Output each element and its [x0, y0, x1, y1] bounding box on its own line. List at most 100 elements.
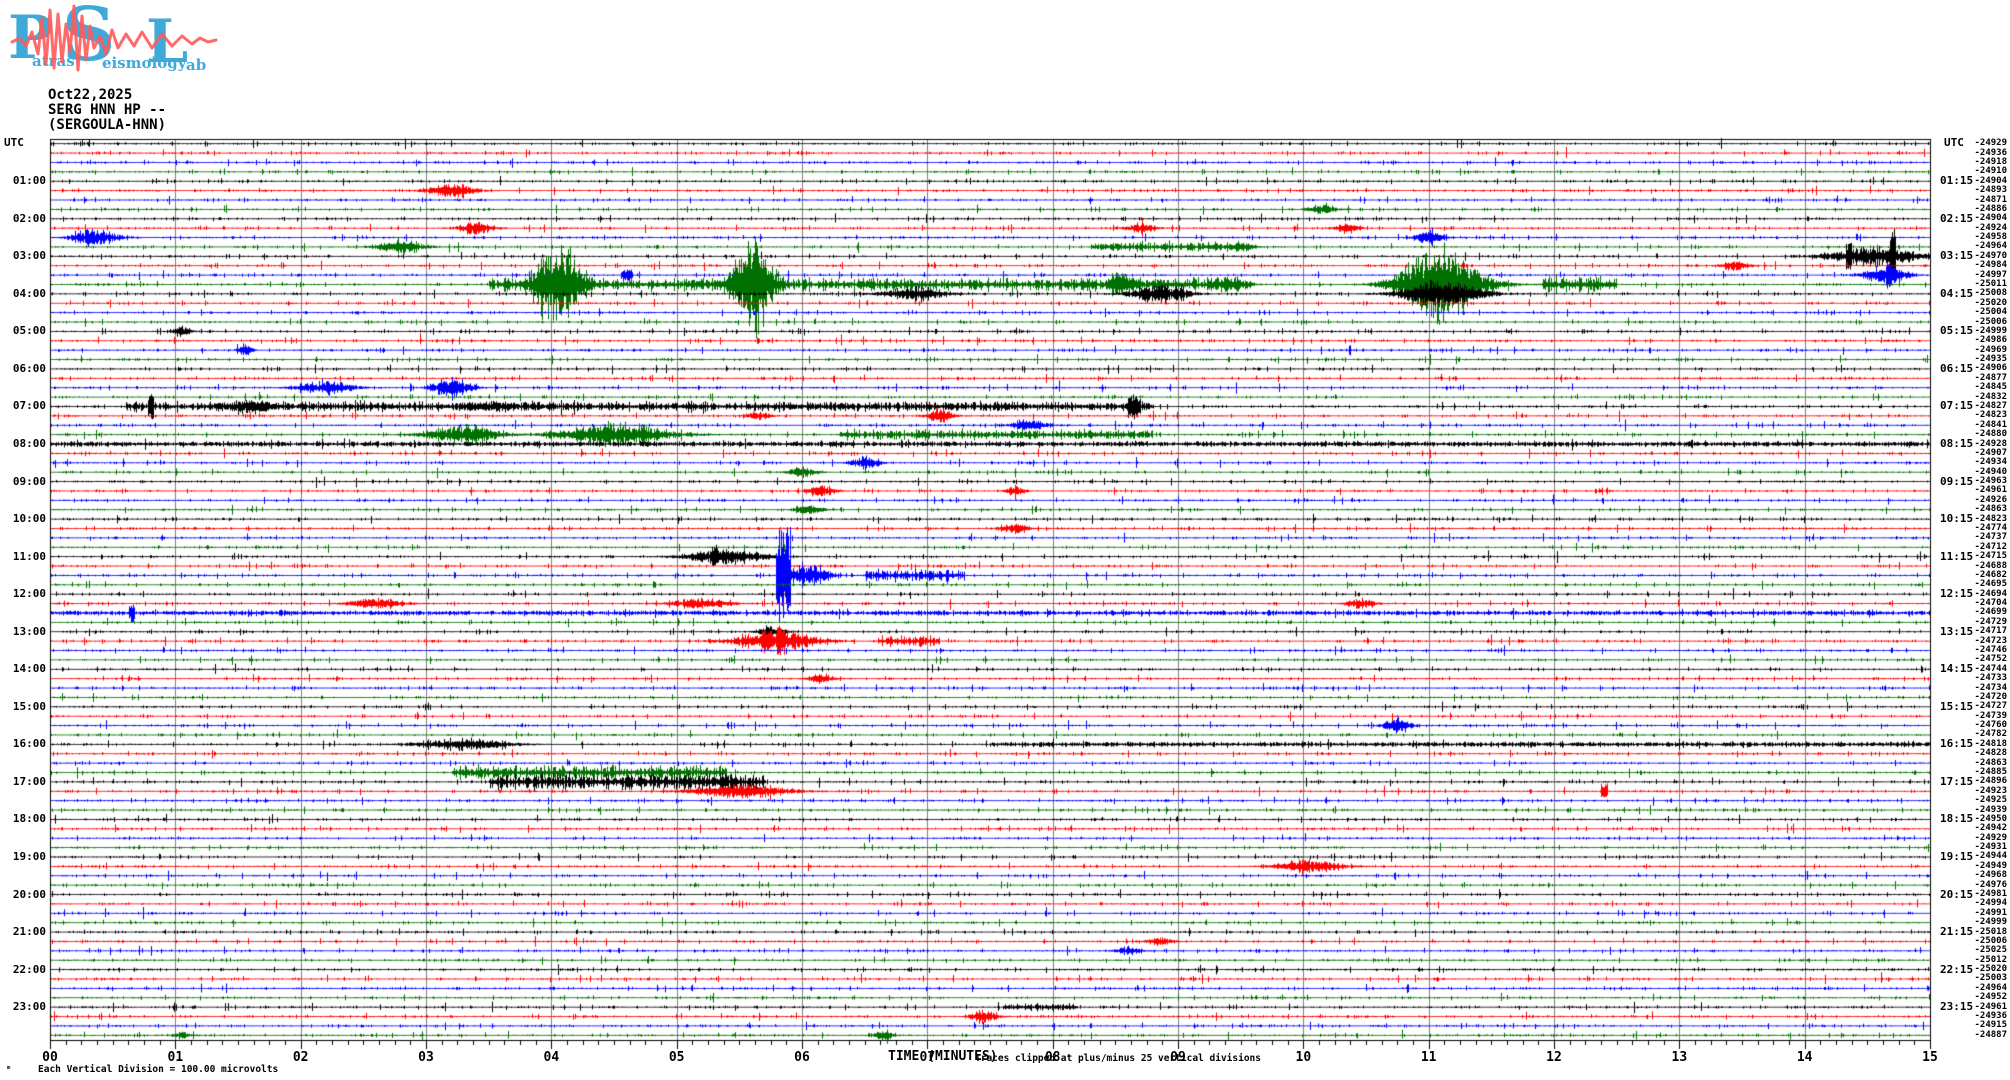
- trace-offset-value: -24981: [1974, 889, 2007, 900]
- trace-offset-value: -24963: [1974, 476, 2007, 487]
- trace-offset-value: -25006: [1974, 935, 2007, 946]
- x-tick-label: 04: [543, 1050, 560, 1065]
- trace-offset-value: -24699: [1974, 607, 2007, 618]
- trace-offset-value: -24827: [1974, 400, 2007, 411]
- trace-offset-value: -24723: [1974, 635, 2007, 646]
- trace-offset-value: -24931: [1974, 842, 2007, 853]
- trace-offset-value: -24863: [1974, 757, 2007, 768]
- hour-label: 03:00: [12, 249, 46, 263]
- hour-label: 12:00: [12, 587, 46, 601]
- trace-offset-value: -24929: [1974, 138, 2007, 149]
- trace-offset-value: -24688: [1974, 560, 2007, 571]
- trace-offset-value: -24774: [1974, 522, 2007, 533]
- trace-offset-value: -24682: [1974, 569, 2007, 580]
- trace-offset-value: -24942: [1974, 823, 2007, 834]
- trace-offset-value: -24877: [1974, 372, 2007, 383]
- trace-offset-value: -24970: [1974, 250, 2007, 261]
- hour-label: 06:00: [12, 361, 46, 375]
- trace-offset-value: -25012: [1974, 954, 2007, 965]
- trace-offset-value: -24929: [1974, 832, 2007, 843]
- scale-note: Each Vertical Division = 100.00 microvol…: [38, 1064, 279, 1075]
- quarter-label: 14:15: [1940, 662, 1974, 676]
- trace-offset-value: -24744: [1974, 663, 2007, 674]
- trace-offset-value: -24695: [1974, 579, 2007, 590]
- hour-label: 13:00: [12, 624, 46, 638]
- trace-offset-value: -24729: [1974, 616, 2007, 627]
- quarter-label: 18:15: [1940, 812, 1974, 826]
- trace-offset-value: -24936: [1974, 1011, 2007, 1022]
- quarter-label: 01:15: [1940, 174, 1974, 188]
- quarter-label: 04:15: [1940, 286, 1974, 300]
- trace-offset-value: -25020: [1974, 297, 2007, 308]
- hour-label: 02:00: [12, 211, 46, 225]
- trace-offset-value: -25003: [1974, 973, 2007, 984]
- quarter-label: 10:15: [1940, 512, 1974, 526]
- trace-offset-value: -24832: [1974, 391, 2007, 402]
- trace-offset-value: -24918: [1974, 156, 2007, 167]
- quarter-label: 20:15: [1940, 887, 1974, 901]
- quarter-label: 16:15: [1940, 737, 1974, 751]
- trace-offset-value: -24896: [1974, 776, 2007, 787]
- trace-offset-value: -24904: [1974, 213, 2007, 224]
- station-name-label: (SERGOULA-HNN): [48, 117, 167, 133]
- hour-label: 01:00: [12, 174, 46, 188]
- trace-offset-value: -24964: [1974, 982, 2007, 993]
- trace-offset-value: -24984: [1974, 260, 2007, 271]
- quarter-label: 17:15: [1940, 774, 1974, 788]
- x-tick-label: 06: [794, 1050, 810, 1065]
- x-tick-label: 14: [1796, 1050, 1813, 1065]
- trace-offset-value: -24746: [1974, 645, 2007, 655]
- trace-offset-value: -25020: [1974, 964, 2007, 975]
- x-tick-label: 15: [1922, 1050, 1938, 1065]
- hour-label: 05:00: [12, 324, 46, 338]
- quarter-label: 06:15: [1940, 361, 1974, 375]
- trace-offset-value: -24715: [1974, 551, 2007, 562]
- trace-offset-value: -25025: [1974, 945, 2007, 956]
- x-tick-label: 12: [1546, 1050, 1562, 1065]
- trace-offset-value: -24997: [1974, 269, 2007, 280]
- trace-offset-value: -24880: [1974, 429, 2007, 440]
- hour-label: 17:00: [12, 774, 46, 788]
- trace-offset-value: -24940: [1974, 466, 2007, 477]
- trace-offset-value: -24907: [1974, 447, 2007, 458]
- trace-offset-value: -25008: [1974, 288, 2007, 299]
- trace-offset-value: -24752: [1974, 654, 2007, 665]
- trace-offset-value: -24739: [1974, 710, 2007, 721]
- trace-offset-value: -24969: [1974, 344, 2007, 355]
- hour-label: 07:00: [12, 399, 46, 413]
- utc-label-right: UTC: [1944, 136, 1964, 149]
- hour-label: 11:00: [12, 549, 46, 563]
- trace-offset-value: -24712: [1974, 541, 2007, 552]
- trace-offset-value: -24964: [1974, 241, 2007, 252]
- logo-word-seismology: eismology: [102, 54, 187, 72]
- hour-label: 20:00: [12, 887, 46, 901]
- trace-offset-value: -24733: [1974, 673, 2007, 684]
- quarter-label: 02:15: [1940, 211, 1974, 225]
- quarter-label: 08:15: [1940, 437, 1974, 451]
- hour-label: 04:00: [12, 286, 46, 300]
- trace-offset-value: -24694: [1974, 588, 2007, 599]
- hour-label: 21:00: [12, 925, 46, 939]
- quarter-label: 07:15: [1940, 399, 1974, 413]
- trace-offset-value: -24923: [1974, 785, 2007, 796]
- trace-offset-value: -24935: [1974, 354, 2007, 365]
- trace-offset-value: -24886: [1974, 203, 2007, 214]
- trace-offset-value: -24871: [1974, 194, 2007, 205]
- trace-offset-value: -24944: [1974, 851, 2007, 862]
- logo-word-lab: ab: [186, 56, 207, 74]
- trace-offset-value: -24887: [1974, 1029, 2007, 1040]
- trace-offset-value: -24734: [1974, 682, 2007, 693]
- x-axis-title: TIME (MINUTES): [888, 1049, 998, 1064]
- x-tick-label: 11: [1420, 1050, 1437, 1065]
- trace-offset-value: -24986: [1974, 335, 2007, 346]
- quarter-label: 09:15: [1940, 474, 1974, 488]
- trace-offset-value: -24906: [1974, 363, 2007, 374]
- trace-offset-value: -24737: [1974, 532, 2007, 543]
- x-tick-label: 13: [1671, 1050, 1688, 1065]
- trace-offset-value: -24928: [1974, 438, 2007, 449]
- trace-offset-value: -24904: [1974, 175, 2007, 186]
- trace-offset-value: -24760: [1974, 720, 2007, 731]
- logo-seismic-wave-icon: [10, 4, 218, 72]
- mouse-cursor-artifact: ₘ: [6, 1062, 12, 1072]
